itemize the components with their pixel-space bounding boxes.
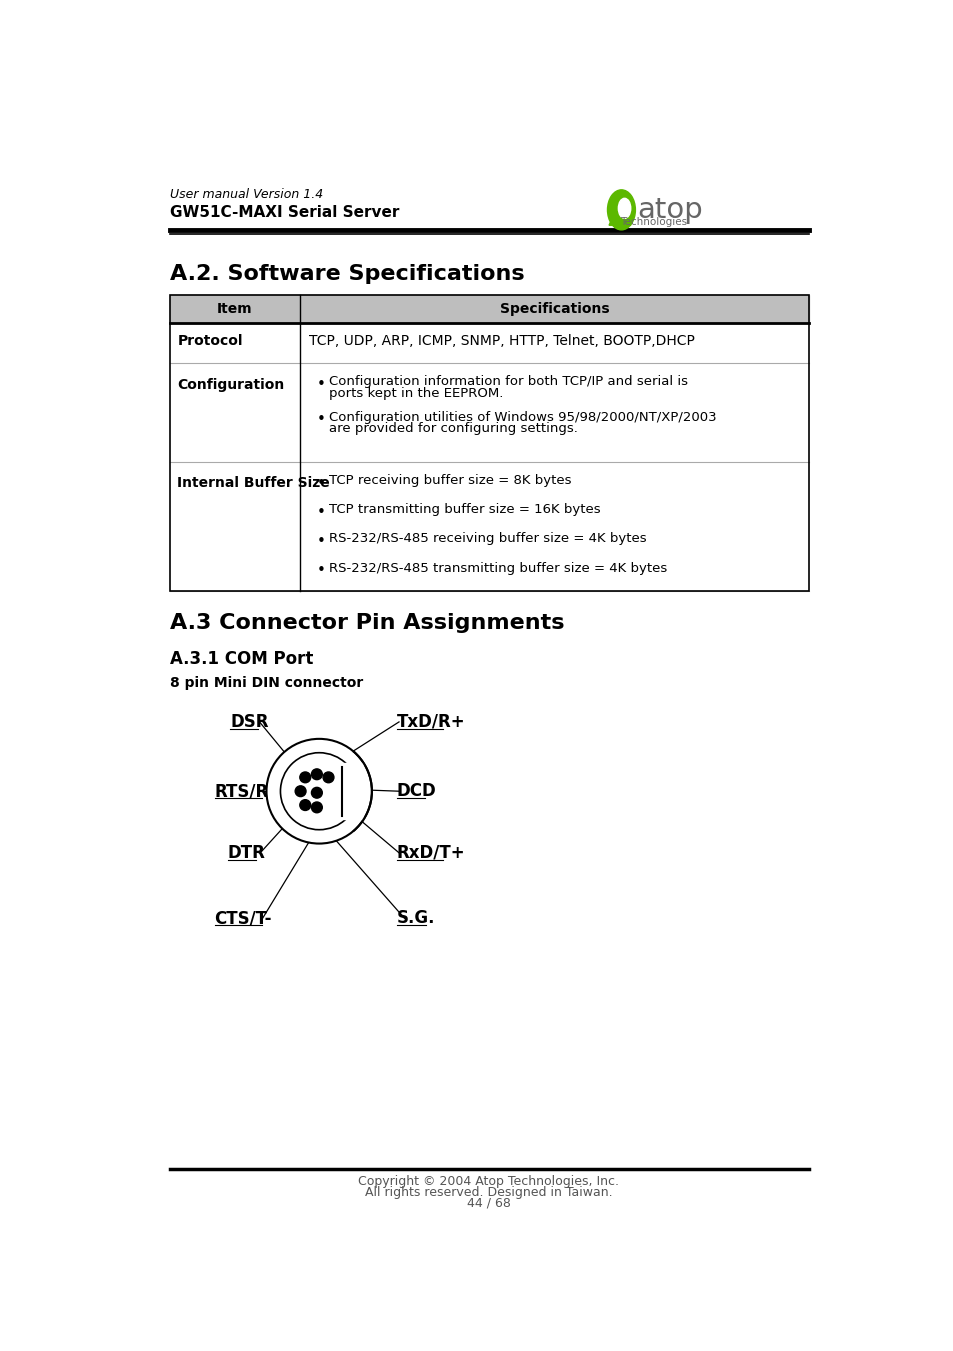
- Text: 44 / 68: 44 / 68: [467, 1197, 510, 1209]
- Text: Technologies: Technologies: [619, 218, 687, 227]
- Circle shape: [311, 802, 322, 813]
- Text: Copyright © 2004 Atop Technologies, Inc.: Copyright © 2004 Atop Technologies, Inc.: [358, 1175, 618, 1188]
- Text: CTS/T-: CTS/T-: [214, 909, 272, 927]
- Bar: [170, 296, 808, 323]
- Text: RS-232/RS-485 transmitting buffer size = 4K bytes: RS-232/RS-485 transmitting buffer size =…: [329, 562, 667, 574]
- Circle shape: [294, 786, 306, 797]
- Text: Specifications: Specifications: [499, 303, 609, 316]
- Text: DSR: DSR: [230, 713, 269, 731]
- Text: RxD/T+: RxD/T+: [396, 844, 465, 862]
- Text: A.2. Software Specifications: A.2. Software Specifications: [170, 263, 524, 284]
- Text: User manual Version 1.4: User manual Version 1.4: [170, 188, 322, 201]
- Polygon shape: [608, 200, 630, 226]
- Circle shape: [299, 800, 311, 811]
- Text: Configuration: Configuration: [177, 378, 284, 392]
- Text: •: •: [316, 412, 325, 427]
- Ellipse shape: [618, 199, 630, 219]
- Bar: [340, 763, 362, 819]
- Text: TCP transmitting buffer size = 16K bytes: TCP transmitting buffer size = 16K bytes: [329, 503, 600, 516]
- Text: •: •: [316, 377, 325, 392]
- Ellipse shape: [607, 190, 635, 230]
- Circle shape: [323, 771, 334, 782]
- Text: Configuration information for both TCP/IP and serial is: Configuration information for both TCP/I…: [329, 376, 687, 388]
- Text: DTR: DTR: [228, 844, 265, 862]
- Text: RTS/R-: RTS/R-: [214, 782, 275, 800]
- Bar: [170, 296, 808, 590]
- Text: are provided for configuring settings.: are provided for configuring settings.: [329, 423, 578, 435]
- Circle shape: [266, 739, 372, 843]
- Text: TCP receiving buffer size = 8K bytes: TCP receiving buffer size = 8K bytes: [329, 474, 571, 486]
- Text: DCD: DCD: [396, 782, 436, 800]
- Text: Internal Buffer Size: Internal Buffer Size: [177, 476, 330, 490]
- Text: All rights reserved. Designed in Taiwan.: All rights reserved. Designed in Taiwan.: [365, 1186, 612, 1198]
- Circle shape: [299, 771, 311, 782]
- Circle shape: [311, 788, 322, 798]
- Circle shape: [311, 769, 322, 780]
- Text: Protocol: Protocol: [177, 334, 243, 349]
- Text: atop: atop: [637, 196, 702, 224]
- Text: A.3.1 COM Port: A.3.1 COM Port: [170, 650, 313, 667]
- Text: ports kept in the EEPROM.: ports kept in the EEPROM.: [329, 386, 503, 400]
- Text: 8 pin Mini DIN connector: 8 pin Mini DIN connector: [170, 677, 362, 690]
- Text: TxD/R+: TxD/R+: [396, 713, 465, 731]
- Text: S.G.: S.G.: [396, 909, 435, 927]
- Text: RS-232/RS-485 receiving buffer size = 4K bytes: RS-232/RS-485 receiving buffer size = 4K…: [329, 532, 646, 546]
- Circle shape: [280, 753, 357, 830]
- Text: •: •: [316, 505, 325, 520]
- Text: •: •: [316, 563, 325, 578]
- Text: GW51C-MAXI Serial Server: GW51C-MAXI Serial Server: [170, 204, 398, 220]
- Text: Configuration utilities of Windows 95/98/2000/NT/XP/2003: Configuration utilities of Windows 95/98…: [329, 411, 716, 424]
- Text: •: •: [316, 534, 325, 549]
- Text: TCP, UDP, ARP, ICMP, SNMP, HTTP, Telnet, BOOTP,DHCP: TCP, UDP, ARP, ICMP, SNMP, HTTP, Telnet,…: [309, 334, 695, 349]
- Text: •: •: [316, 476, 325, 490]
- Text: A.3 Connector Pin Assignments: A.3 Connector Pin Assignments: [170, 613, 563, 634]
- Text: Item: Item: [216, 303, 253, 316]
